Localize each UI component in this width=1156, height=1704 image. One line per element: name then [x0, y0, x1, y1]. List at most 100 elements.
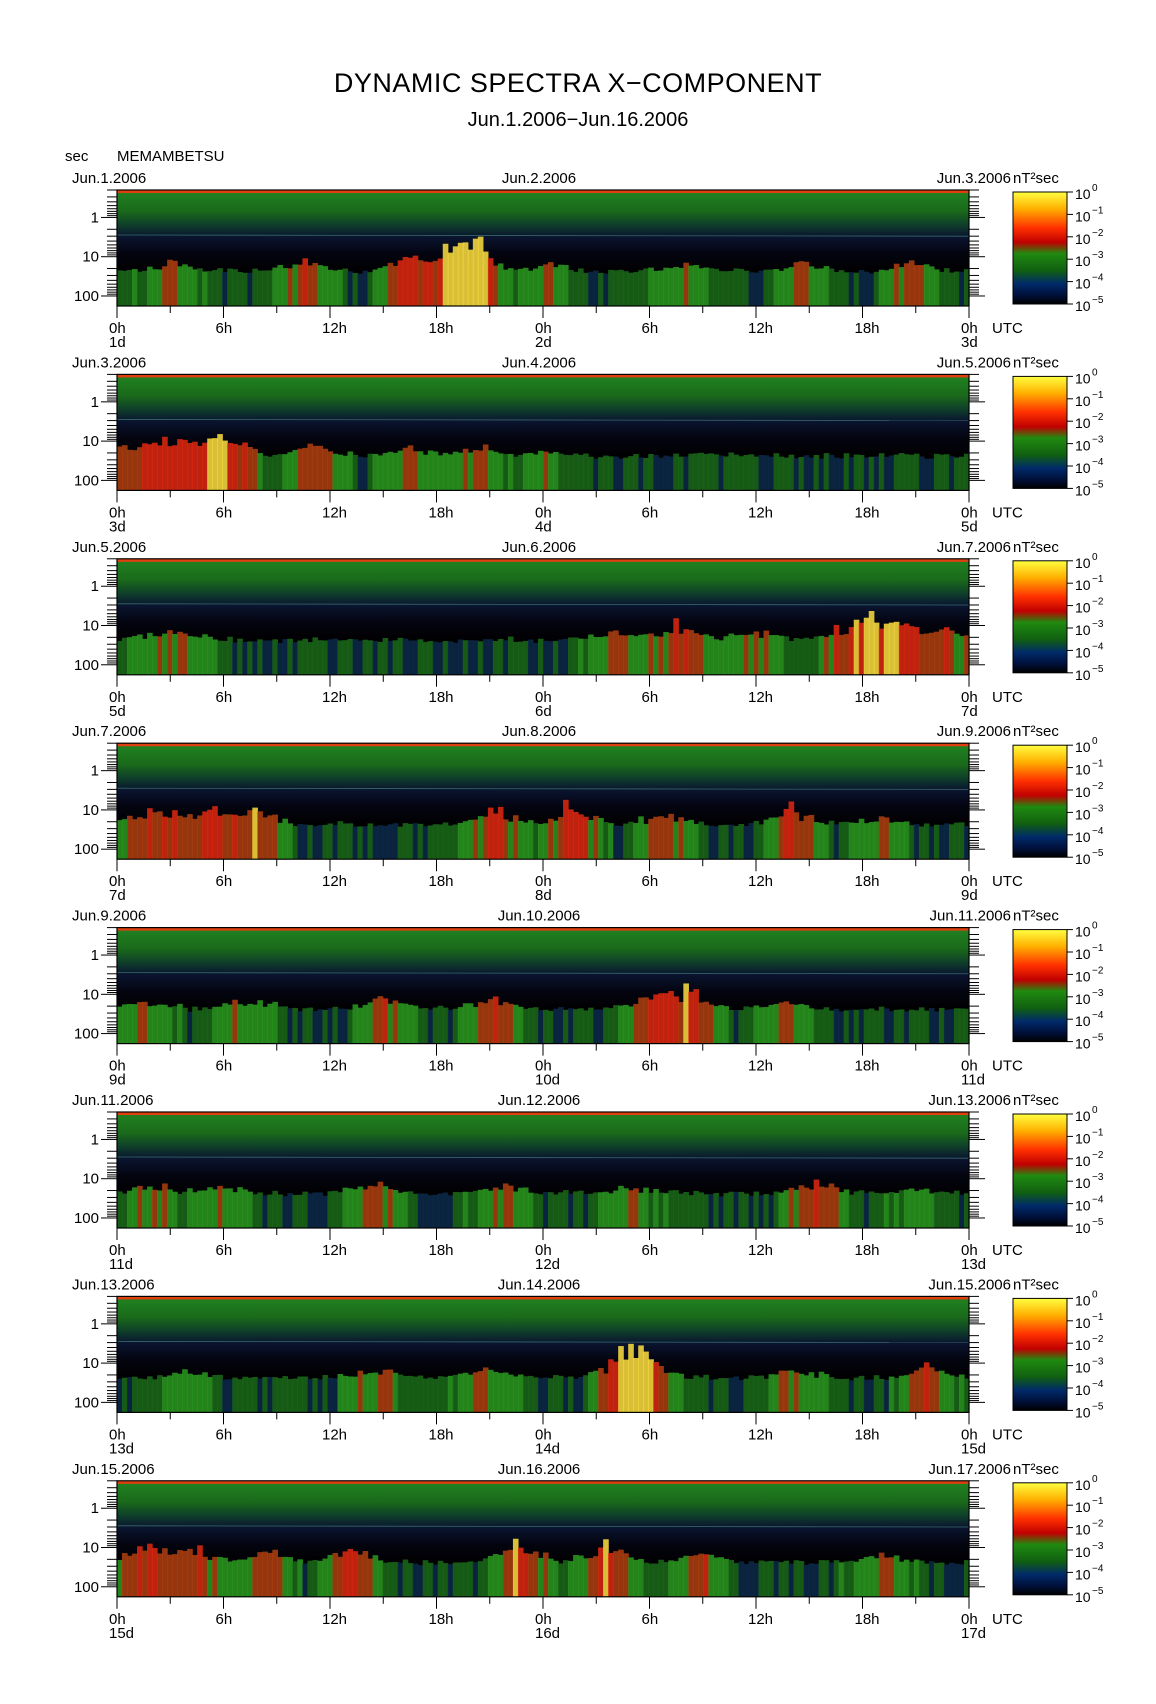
activity-column [392, 1000, 399, 1044]
activity-column [868, 822, 875, 860]
activity-column [878, 269, 885, 306]
activity-column [157, 445, 163, 491]
activity-column [753, 1005, 760, 1044]
activity-column [773, 1561, 780, 1597]
colorbar-unit-label: nT²sec [1013, 354, 1059, 371]
activity-column [808, 1189, 815, 1228]
activity-column [517, 1374, 524, 1413]
activity-column [558, 1563, 564, 1597]
panel-right-date: Jun.9.2006 [937, 723, 1011, 740]
activity-column [402, 1375, 409, 1413]
activity-column [858, 1190, 865, 1228]
activity-column [227, 1004, 233, 1044]
activity-column [878, 1006, 885, 1044]
activity-column [638, 997, 644, 1044]
activity-column [963, 1008, 970, 1044]
activity-column [237, 272, 243, 306]
activity-column [417, 260, 424, 306]
x-tick-label: 0h [961, 1242, 978, 1259]
activity-column [262, 1377, 268, 1413]
spectrogram-panel-5: Jun.9.2006 Jun.10.2006 Jun.11.2006 nT²sec11… [72, 908, 1104, 1089]
activity-column [332, 638, 339, 675]
activity-column [938, 454, 945, 491]
activity-column [322, 824, 329, 860]
activity-column [573, 1555, 579, 1597]
activity-column [167, 1375, 173, 1413]
activity-column [487, 1190, 494, 1228]
colorbar-tick-exponent: −2 [1092, 1519, 1104, 1530]
activity-column [292, 826, 299, 860]
activity-column [197, 445, 203, 491]
day-label: 7d [961, 703, 978, 720]
activity-column [197, 637, 203, 675]
activity-column [302, 1563, 309, 1597]
activity-column [462, 821, 469, 860]
activity-column [548, 1378, 554, 1413]
colorbar-tick-label: 10 [1075, 1175, 1091, 1191]
activity-column [753, 1563, 760, 1597]
activity-column [492, 265, 499, 306]
activity-column [613, 270, 619, 306]
activity-column [718, 271, 725, 306]
colorbar-tick-label: 10 [1075, 1292, 1091, 1308]
activity-column [753, 272, 760, 306]
activity-column [532, 823, 539, 860]
activity-column [678, 1373, 684, 1413]
activity-column [492, 641, 499, 675]
activity-column [127, 1376, 133, 1413]
activity-column [883, 456, 890, 491]
activity-column [543, 264, 549, 306]
activity-column [397, 1192, 404, 1228]
activity-column [387, 640, 394, 675]
activity-column [778, 1370, 785, 1413]
activity-column [402, 447, 409, 491]
activity-column [823, 1560, 830, 1597]
activity-column [537, 265, 544, 306]
activity-column [257, 811, 263, 860]
activity-column [127, 1190, 133, 1228]
y-tick-label: 10 [82, 1540, 99, 1557]
activity-column [683, 1378, 689, 1413]
activity-column [397, 450, 404, 491]
activity-column [803, 1564, 810, 1597]
activity-column [172, 1006, 178, 1044]
activity-column [352, 454, 359, 491]
x-tick-label: 18h [855, 320, 880, 337]
activity-column [237, 1379, 243, 1413]
activity-column [202, 634, 208, 675]
activity-column [643, 997, 649, 1044]
activity-column [422, 826, 429, 860]
x-axis-unit-label: UTC [992, 1242, 1023, 1259]
panel-mid-date: Jun.2.2006 [502, 170, 576, 187]
activity-column [127, 449, 133, 491]
activity-column [192, 1374, 198, 1413]
activity-column [237, 1559, 243, 1597]
activity-column [918, 1189, 925, 1228]
activity-column [352, 826, 359, 860]
activity-column [628, 821, 634, 860]
activity-column [873, 1375, 880, 1413]
activity-column [132, 1004, 138, 1044]
activity-column [207, 1187, 213, 1228]
activity-column [137, 1185, 143, 1228]
activity-column [252, 1376, 258, 1413]
activity-column [648, 633, 654, 675]
panel-right-date: Jun.11.2006 [930, 908, 1011, 925]
activity-column [307, 1007, 314, 1044]
activity-column [177, 1550, 183, 1597]
activity-column [623, 1188, 629, 1228]
colorbar-tick-exponent: −5 [1092, 295, 1104, 306]
activity-column [898, 1561, 905, 1597]
activity-column [673, 266, 679, 306]
activity-column [848, 822, 855, 860]
activity-column [818, 458, 825, 491]
activity-column [688, 265, 694, 306]
activity-column [903, 1189, 910, 1228]
spectrogram-line [116, 1341, 970, 1343]
activity-column [693, 1555, 699, 1597]
activity-column [903, 1011, 910, 1044]
activity-column [548, 1010, 554, 1044]
activity-column [743, 270, 750, 306]
activity-column [803, 1005, 810, 1044]
activity-column [803, 455, 810, 491]
